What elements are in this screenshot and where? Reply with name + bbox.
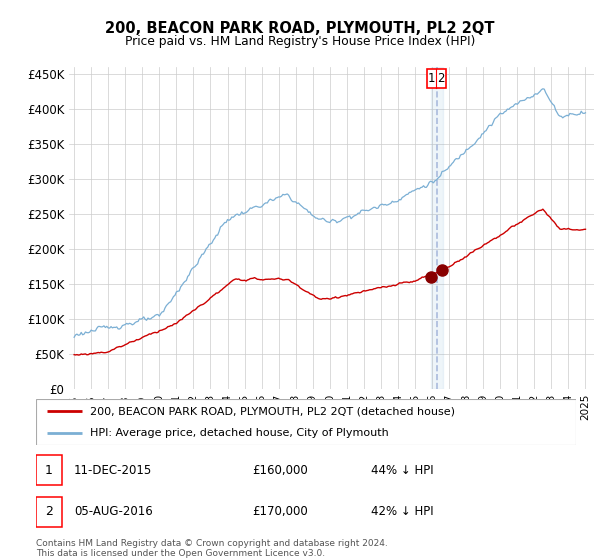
Text: 44% ↓ HPI: 44% ↓ HPI (371, 464, 433, 477)
Text: 1: 1 (45, 464, 53, 477)
Text: Price paid vs. HM Land Registry's House Price Index (HPI): Price paid vs. HM Land Registry's House … (125, 35, 475, 48)
Text: 11-DEC-2015: 11-DEC-2015 (74, 464, 152, 477)
FancyBboxPatch shape (36, 497, 62, 526)
FancyBboxPatch shape (427, 69, 446, 88)
FancyBboxPatch shape (36, 455, 62, 485)
Text: £160,000: £160,000 (252, 464, 308, 477)
Text: 2: 2 (437, 72, 445, 85)
Text: 200, BEACON PARK ROAD, PLYMOUTH, PL2 2QT: 200, BEACON PARK ROAD, PLYMOUTH, PL2 2QT (105, 21, 495, 36)
Text: 42% ↓ HPI: 42% ↓ HPI (371, 505, 433, 518)
Text: £170,000: £170,000 (252, 505, 308, 518)
Text: Contains HM Land Registry data © Crown copyright and database right 2024.
This d: Contains HM Land Registry data © Crown c… (36, 539, 388, 558)
Bar (431, 67, 443, 389)
Text: 05-AUG-2016: 05-AUG-2016 (74, 505, 152, 518)
Text: 1: 1 (428, 72, 436, 85)
Text: HPI: Average price, detached house, City of Plymouth: HPI: Average price, detached house, City… (90, 428, 389, 438)
Text: 2: 2 (45, 505, 53, 518)
FancyBboxPatch shape (36, 399, 576, 445)
Text: 200, BEACON PARK ROAD, PLYMOUTH, PL2 2QT (detached house): 200, BEACON PARK ROAD, PLYMOUTH, PL2 2QT… (90, 406, 455, 416)
